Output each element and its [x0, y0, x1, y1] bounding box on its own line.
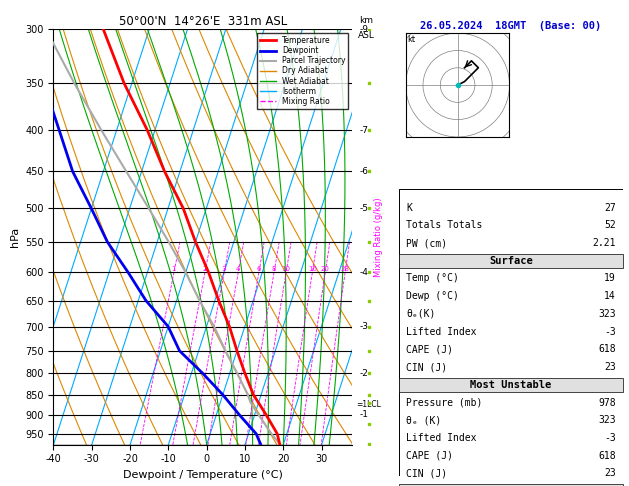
Text: km: km — [359, 16, 374, 25]
Text: CIN (J): CIN (J) — [406, 362, 447, 372]
X-axis label: Dewpoint / Temperature (°C): Dewpoint / Temperature (°C) — [123, 470, 283, 480]
Text: Most Unstable: Most Unstable — [470, 380, 552, 390]
Text: 16: 16 — [308, 266, 317, 273]
Text: 27: 27 — [604, 203, 616, 212]
Text: Lifted Index: Lifted Index — [406, 433, 477, 443]
Text: θₑ (K): θₑ (K) — [406, 416, 442, 425]
Text: 10: 10 — [282, 266, 291, 273]
Text: 1: 1 — [172, 266, 176, 273]
Text: -3: -3 — [359, 322, 369, 331]
Text: CIN (J): CIN (J) — [406, 469, 447, 479]
Text: Pressure (mb): Pressure (mb) — [406, 398, 482, 408]
Text: K: K — [406, 203, 412, 212]
Text: 978: 978 — [598, 398, 616, 408]
Text: 2.21: 2.21 — [593, 238, 616, 248]
Text: PW (cm): PW (cm) — [406, 238, 447, 248]
Text: Totals Totals: Totals Totals — [406, 220, 482, 230]
Text: 19: 19 — [604, 274, 616, 283]
Text: 323: 323 — [598, 416, 616, 425]
Text: kt: kt — [408, 35, 416, 44]
Legend: Temperature, Dewpoint, Parcel Trajectory, Dry Adiabat, Wet Adiabat, Isotherm, Mi: Temperature, Dewpoint, Parcel Trajectory… — [257, 33, 348, 109]
Text: Surface: Surface — [489, 256, 533, 266]
Text: 4: 4 — [236, 266, 240, 273]
Text: 23: 23 — [604, 469, 616, 479]
Text: -6: -6 — [359, 167, 369, 176]
Text: -3: -3 — [604, 433, 616, 443]
Text: 14: 14 — [604, 291, 616, 301]
Title: 50°00'N  14°26'E  331m ASL: 50°00'N 14°26'E 331m ASL — [119, 15, 287, 28]
Text: 323: 323 — [598, 309, 616, 319]
Text: ASL: ASL — [358, 31, 375, 39]
Text: -4: -4 — [359, 268, 368, 277]
Text: -9: -9 — [359, 25, 369, 34]
Text: 618: 618 — [598, 451, 616, 461]
Text: -2: -2 — [359, 369, 368, 378]
Text: -7: -7 — [359, 126, 369, 135]
Text: 2: 2 — [203, 266, 207, 273]
Text: CAPE (J): CAPE (J) — [406, 451, 453, 461]
Text: -5: -5 — [359, 204, 369, 213]
FancyBboxPatch shape — [399, 484, 623, 486]
Text: 26.05.2024  18GMT  (Base: 00): 26.05.2024 18GMT (Base: 00) — [420, 21, 602, 32]
Text: 6: 6 — [257, 266, 261, 273]
Y-axis label: hPa: hPa — [9, 227, 19, 247]
Text: 8: 8 — [272, 266, 276, 273]
Text: -3: -3 — [604, 327, 616, 337]
Text: Mixing Ratio (g/kg): Mixing Ratio (g/kg) — [374, 197, 383, 277]
Text: CAPE (J): CAPE (J) — [406, 345, 453, 354]
Text: 28: 28 — [341, 266, 350, 273]
FancyBboxPatch shape — [399, 378, 623, 392]
Text: =1LCL: =1LCL — [357, 399, 381, 409]
Text: Lifted Index: Lifted Index — [406, 327, 477, 337]
Text: 3: 3 — [222, 266, 226, 273]
Text: Dewp (°C): Dewp (°C) — [406, 291, 459, 301]
Text: 23: 23 — [604, 362, 616, 372]
Text: Temp (°C): Temp (°C) — [406, 274, 459, 283]
Text: -1: -1 — [359, 410, 369, 419]
Text: 52: 52 — [604, 220, 616, 230]
Text: 20: 20 — [321, 266, 330, 273]
Text: 618: 618 — [598, 345, 616, 354]
FancyBboxPatch shape — [399, 254, 623, 268]
FancyBboxPatch shape — [399, 190, 623, 476]
Text: θₑ(K): θₑ(K) — [406, 309, 435, 319]
